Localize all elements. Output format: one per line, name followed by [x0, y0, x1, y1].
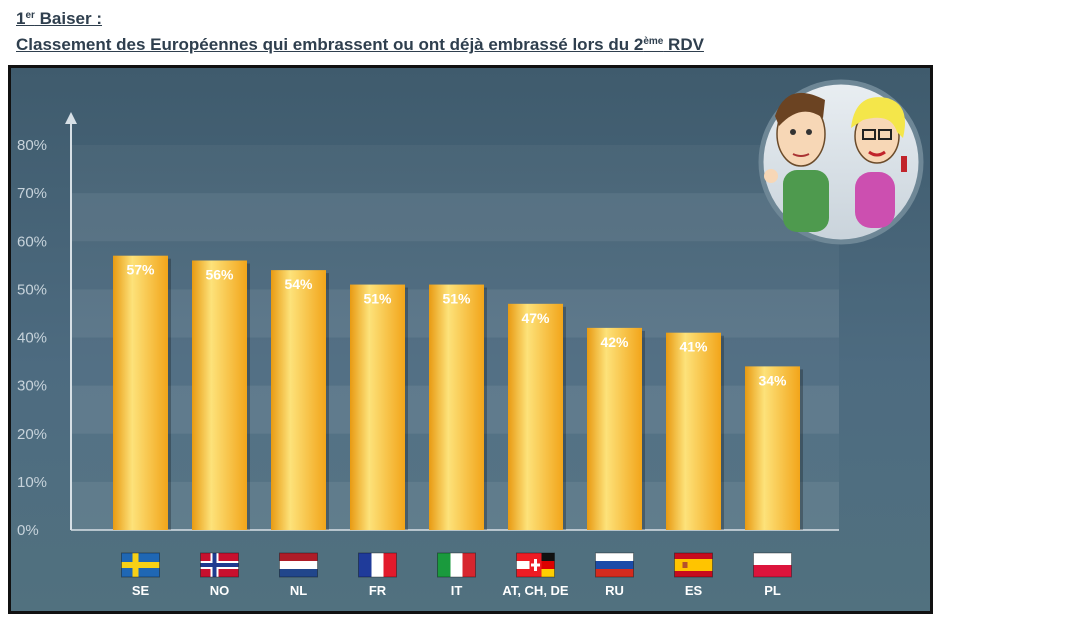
- spain-flag-icon: [674, 552, 713, 578]
- title-line-1: 1er Baiser :: [16, 9, 103, 28]
- x-category-label: IT: [451, 583, 463, 598]
- y-tick-label: 60%: [17, 233, 47, 250]
- chart-title-block: 1er Baiser : Classement des Européennes …: [16, 6, 704, 58]
- bar: [113, 255, 168, 530]
- bar: [429, 284, 484, 530]
- x-category-label: NL: [290, 583, 307, 598]
- man-figure-icon: [764, 92, 829, 232]
- bar-value-label: 51%: [363, 291, 392, 307]
- woman-figure-icon: [851, 97, 907, 228]
- austria-switzerland-germany-flag-icon: [516, 552, 555, 578]
- sweden-flag-icon: [121, 552, 160, 578]
- chart-frame: 57% 56% 54% 51% 51% 47% 42% 41% 34% 0% 10% 20% 30% 4…: [8, 65, 933, 614]
- title-line-2: Classement des Européennes qui embrassen…: [16, 35, 704, 54]
- bar: [508, 303, 563, 530]
- y-tick-label: 80%: [17, 137, 47, 154]
- grid-band: [71, 241, 839, 290]
- y-tick-label: 10%: [17, 474, 47, 491]
- bar: [350, 284, 405, 530]
- y-tick-label: 20%: [17, 426, 47, 443]
- bar: [745, 366, 800, 530]
- bar-value-label: 51%: [442, 291, 471, 307]
- y-axis-arrow-icon: [65, 112, 77, 124]
- bar: [192, 260, 247, 530]
- france-flag-icon: [358, 552, 397, 578]
- x-category-label: FR: [369, 583, 387, 598]
- bar: [666, 332, 721, 530]
- y-tick-label: 50%: [17, 281, 47, 298]
- bar-value-label: 42%: [600, 334, 629, 350]
- x-category-label: RU: [605, 583, 624, 598]
- grid-band: [71, 145, 839, 194]
- couple-illustration: [758, 79, 924, 245]
- y-tick-label: 40%: [17, 330, 47, 347]
- bar-value-label: 41%: [679, 339, 708, 355]
- poland-flag-icon: [753, 552, 792, 578]
- bar: [271, 270, 326, 530]
- x-category-label: NO: [210, 583, 230, 598]
- grid-band: [71, 193, 839, 242]
- bar: [587, 327, 642, 530]
- x-category-label: ES: [685, 583, 703, 598]
- y-tick-label: 0%: [17, 522, 39, 539]
- bar-value-label: 56%: [205, 267, 234, 283]
- russia-flag-icon: [595, 552, 634, 578]
- bar-value-label: 54%: [284, 276, 313, 292]
- x-category-label: PL: [764, 583, 781, 598]
- x-category-label: SE: [132, 583, 150, 598]
- x-category-label: AT, CH, DE: [502, 583, 569, 598]
- y-tick-label: 70%: [17, 185, 47, 202]
- bar-value-label: 57%: [126, 262, 155, 278]
- italy-flag-icon: [437, 552, 476, 578]
- norway-flag-icon: [200, 552, 239, 578]
- bar-chart: 57% 56% 54% 51% 51% 47% 42% 41% 34% 0% 10% 20% 30% 4…: [17, 79, 924, 598]
- y-tick-label: 30%: [17, 378, 47, 395]
- netherlands-flag-icon: [279, 552, 318, 578]
- bar-value-label: 34%: [758, 372, 787, 388]
- bar-value-label: 47%: [521, 310, 550, 326]
